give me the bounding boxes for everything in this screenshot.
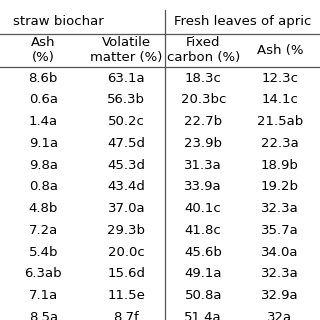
Text: 0.6a: 0.6a <box>29 93 58 106</box>
Text: 45.6b: 45.6b <box>184 246 222 259</box>
Text: 32.3a: 32.3a <box>261 202 299 215</box>
Text: 7.2a: 7.2a <box>28 224 58 237</box>
Text: 35.7a: 35.7a <box>261 224 299 237</box>
Text: 9.1a: 9.1a <box>28 137 58 150</box>
Text: 1.4a: 1.4a <box>28 115 58 128</box>
Text: 41.8c: 41.8c <box>185 224 221 237</box>
Text: Volatile
matter (%): Volatile matter (%) <box>90 36 163 64</box>
Text: 8.6b: 8.6b <box>28 72 58 84</box>
Text: 49.1a: 49.1a <box>184 268 222 280</box>
Text: 51.4a: 51.4a <box>184 311 222 320</box>
Text: 0.8a: 0.8a <box>29 180 58 193</box>
Text: 32.3a: 32.3a <box>261 268 299 280</box>
Text: 32a: 32a <box>268 311 292 320</box>
Text: 37.0a: 37.0a <box>108 202 145 215</box>
Text: 5.4b: 5.4b <box>28 246 58 259</box>
Text: 22.7b: 22.7b <box>184 115 222 128</box>
Text: 7.1a: 7.1a <box>28 289 58 302</box>
Text: 8.7f: 8.7f <box>114 311 139 320</box>
Text: straw biochar: straw biochar <box>13 15 104 28</box>
Text: 50.8a: 50.8a <box>184 289 222 302</box>
Text: 8.5a: 8.5a <box>28 311 58 320</box>
Text: Ash
(%): Ash (%) <box>31 36 55 64</box>
Text: 21.5ab: 21.5ab <box>257 115 303 128</box>
Text: 50.2c: 50.2c <box>108 115 145 128</box>
Text: 31.3a: 31.3a <box>184 159 222 172</box>
Text: 6.3ab: 6.3ab <box>24 268 62 280</box>
Text: 18.3c: 18.3c <box>185 72 222 84</box>
Text: 47.5d: 47.5d <box>108 137 145 150</box>
Text: 56.3b: 56.3b <box>108 93 145 106</box>
Text: 43.4d: 43.4d <box>108 180 145 193</box>
Text: 40.1c: 40.1c <box>185 202 221 215</box>
Text: 20.3bc: 20.3bc <box>180 93 226 106</box>
Text: 18.9b: 18.9b <box>261 159 299 172</box>
Text: Ash (%: Ash (% <box>257 44 303 57</box>
Text: 45.3d: 45.3d <box>108 159 145 172</box>
Text: 34.0a: 34.0a <box>261 246 299 259</box>
Text: Fixed
carbon (%): Fixed carbon (%) <box>167 36 240 64</box>
Text: 32.9a: 32.9a <box>261 289 299 302</box>
Text: 22.3a: 22.3a <box>261 137 299 150</box>
Text: 19.2b: 19.2b <box>261 180 299 193</box>
Text: 4.8b: 4.8b <box>28 202 58 215</box>
Text: 14.1c: 14.1c <box>261 93 299 106</box>
Text: 23.9b: 23.9b <box>184 137 222 150</box>
Text: 9.8a: 9.8a <box>29 159 58 172</box>
Text: 12.3c: 12.3c <box>261 72 299 84</box>
Text: 15.6d: 15.6d <box>108 268 145 280</box>
Text: Fresh leaves of apric: Fresh leaves of apric <box>174 15 312 28</box>
Text: 63.1a: 63.1a <box>108 72 145 84</box>
Text: 20.0c: 20.0c <box>108 246 145 259</box>
Text: 29.3b: 29.3b <box>108 224 145 237</box>
Text: 11.5e: 11.5e <box>108 289 145 302</box>
Text: 33.9a: 33.9a <box>184 180 222 193</box>
